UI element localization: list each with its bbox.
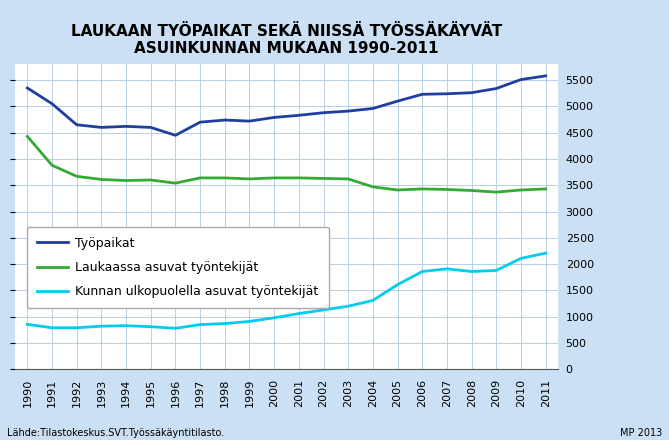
Title: LAUKAAN TYÖPAIKAT SEKÄ NIISSÄ TYÖSSÄKÄYVÄT
ASUINKUNNAN MUKAAN 1990-2011: LAUKAAN TYÖPAIKAT SEKÄ NIISSÄ TYÖSSÄKÄYV… <box>71 24 502 56</box>
Legend: Työpaikat, Laukaassa asuvat työntekijät, Kunnan ulkopuolella asuvat työntekijät: Työpaikat, Laukaassa asuvat työntekijät,… <box>27 227 328 308</box>
Text: MP 2013: MP 2013 <box>620 428 662 438</box>
Text: Lähde:Tilastokeskus.SVT.Työssäkäyntitilasto.: Lähde:Tilastokeskus.SVT.Työssäkäyntitila… <box>7 428 224 438</box>
